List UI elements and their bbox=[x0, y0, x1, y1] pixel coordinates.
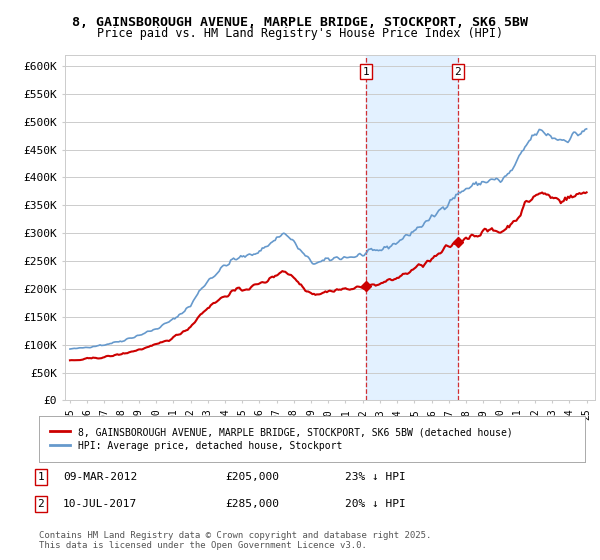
Text: 09-MAR-2012: 09-MAR-2012 bbox=[63, 472, 137, 482]
Text: £285,000: £285,000 bbox=[225, 499, 279, 509]
Text: 23% ↓ HPI: 23% ↓ HPI bbox=[345, 472, 406, 482]
Text: 1: 1 bbox=[37, 472, 44, 482]
Legend: 8, GAINSBOROUGH AVENUE, MARPLE BRIDGE, STOCKPORT, SK6 5BW (detached house), HPI:: 8, GAINSBOROUGH AVENUE, MARPLE BRIDGE, S… bbox=[47, 423, 517, 455]
Text: 2: 2 bbox=[37, 499, 44, 509]
Text: Price paid vs. HM Land Registry's House Price Index (HPI): Price paid vs. HM Land Registry's House … bbox=[97, 27, 503, 40]
Text: 2: 2 bbox=[455, 67, 461, 77]
Text: Contains HM Land Registry data © Crown copyright and database right 2025.
This d: Contains HM Land Registry data © Crown c… bbox=[39, 531, 431, 550]
Text: £205,000: £205,000 bbox=[225, 472, 279, 482]
Text: 20% ↓ HPI: 20% ↓ HPI bbox=[345, 499, 406, 509]
Bar bbox=[366, 55, 458, 400]
Text: 8, GAINSBOROUGH AVENUE, MARPLE BRIDGE, STOCKPORT, SK6 5BW: 8, GAINSBOROUGH AVENUE, MARPLE BRIDGE, S… bbox=[72, 16, 528, 29]
Text: 10-JUL-2017: 10-JUL-2017 bbox=[63, 499, 137, 509]
Text: 1: 1 bbox=[362, 67, 370, 77]
